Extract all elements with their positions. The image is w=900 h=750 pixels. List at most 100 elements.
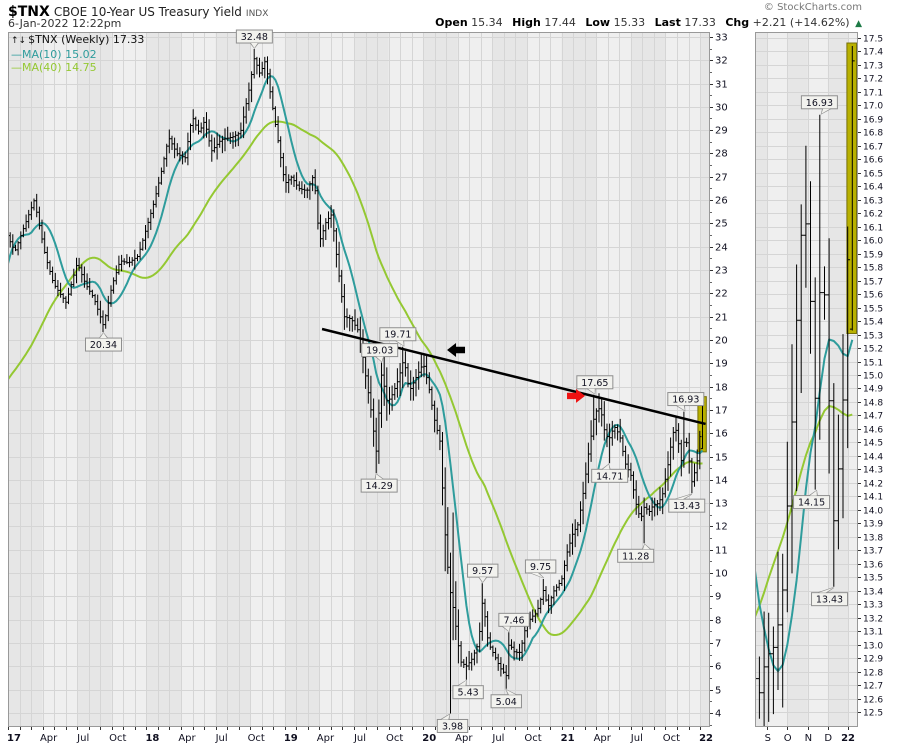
annotation-label: 20.34 <box>85 332 123 352</box>
svg-text:Jul: Jul <box>76 733 89 744</box>
last-value: 17.33 <box>684 16 716 29</box>
svg-text:14.4: 14.4 <box>863 453 883 463</box>
svg-text:13.43: 13.43 <box>816 595 843 606</box>
svg-text:17.2: 17.2 <box>863 75 883 85</box>
svg-text:22: 22 <box>841 733 855 744</box>
svg-text:20: 20 <box>422 733 436 744</box>
svg-text:15.5: 15.5 <box>863 305 883 315</box>
svg-text:13.5: 13.5 <box>863 574 883 584</box>
svg-text:12.5: 12.5 <box>863 709 883 719</box>
svg-text:5.43: 5.43 <box>458 688 479 699</box>
low-label: Low <box>585 16 611 29</box>
annotation-label: 16.93 <box>667 392 705 412</box>
svg-text:Jul: Jul <box>215 733 228 744</box>
svg-text:21: 21 <box>561 733 575 744</box>
svg-text:20.34: 20.34 <box>90 340 117 351</box>
svg-text:13.4: 13.4 <box>863 588 883 598</box>
chart-legend: ↑↓ $TNX (Weekly) 17.33 —MA(10) 15.02 —MA(… <box>11 33 144 74</box>
svg-text:19: 19 <box>715 359 728 370</box>
svg-text:14.15: 14.15 <box>798 498 825 509</box>
svg-text:19: 19 <box>284 733 298 744</box>
svg-text:26: 26 <box>715 196 728 207</box>
chart-header: $TNX CBOE 10-Year US Treasury Yield INDX <box>8 1 268 20</box>
svg-text:13.2: 13.2 <box>863 615 883 625</box>
svg-text:14.8: 14.8 <box>863 399 883 409</box>
quote-summary: Open 15.34 High 17.44 Low 15.33 Last 17.… <box>429 16 862 29</box>
svg-text:Apr: Apr <box>317 733 335 744</box>
annotation-label: 5.04 <box>490 688 522 709</box>
y-axis: 12.5 12.6 12.7 12.8 12.9 13.0 13.1 13.2 13.3 13.4… <box>858 35 883 719</box>
inset-zoom-chart: 12.5 12.6 12.7 12.8 12.9 13.0 13.1 13.2 13.3 13.4… <box>755 32 883 744</box>
svg-text:17.1: 17.1 <box>863 89 883 99</box>
svg-text:13.9: 13.9 <box>863 520 883 530</box>
svg-text:Apr: Apr <box>455 733 473 744</box>
svg-text:14.7: 14.7 <box>863 412 883 422</box>
svg-text:17.3: 17.3 <box>863 62 883 72</box>
svg-text:Oct: Oct <box>524 733 541 744</box>
svg-text:16.9: 16.9 <box>863 116 883 126</box>
svg-text:3.98: 3.98 <box>442 721 463 732</box>
open-value: 15.34 <box>471 16 503 29</box>
price-bars <box>8 49 705 714</box>
svg-text:12.8: 12.8 <box>863 669 883 679</box>
svg-text:15.8: 15.8 <box>863 264 883 274</box>
red-right-arrow <box>567 388 586 403</box>
svg-text:Oct: Oct <box>248 733 265 744</box>
svg-text:12.6: 12.6 <box>863 696 883 706</box>
svg-text:13.43: 13.43 <box>673 501 700 512</box>
svg-text:14.29: 14.29 <box>366 481 393 492</box>
gridlines <box>8 32 710 727</box>
svg-text:5.04: 5.04 <box>496 697 517 708</box>
annotation-label: 17.65 <box>576 375 614 395</box>
svg-text:16.6: 16.6 <box>863 156 883 166</box>
svg-text:Apr: Apr <box>178 733 196 744</box>
svg-text:29: 29 <box>715 126 728 137</box>
last-label: Last <box>654 16 681 29</box>
svg-text:18: 18 <box>715 383 728 394</box>
svg-text:14.1: 14.1 <box>863 493 883 503</box>
copyright-note: © StockCharts.com <box>763 2 862 13</box>
svg-text:8: 8 <box>715 616 721 627</box>
svg-text:15.4: 15.4 <box>863 318 883 328</box>
svg-text:22: 22 <box>699 733 713 744</box>
up-triangle-icon: ▲ <box>855 19 862 29</box>
updown-arrows-icon: ↑↓ <box>11 36 27 46</box>
svg-text:12: 12 <box>715 522 728 533</box>
svg-text:14.9: 14.9 <box>863 385 883 395</box>
svg-text:17.4: 17.4 <box>863 48 883 58</box>
plot-border <box>8 32 710 727</box>
main-chart: 4 5 6 7 8 9 10 11 12 13 14 15 16 17 18 19 20 21 22 23 24 25 26… <box>7 29 728 744</box>
low-value: 15.33 <box>613 16 646 29</box>
svg-text:16.4: 16.4 <box>863 183 883 193</box>
svg-text:Oct: Oct <box>663 733 680 744</box>
plot-border <box>755 32 858 727</box>
annotation-label: 19.71 <box>379 327 417 347</box>
svg-text:16.8: 16.8 <box>863 129 883 139</box>
svg-text:14.5: 14.5 <box>863 439 883 449</box>
svg-text:7: 7 <box>715 639 721 650</box>
svg-text:19.71: 19.71 <box>384 330 411 341</box>
svg-text:14: 14 <box>715 476 728 487</box>
svg-text:15.2: 15.2 <box>863 345 883 355</box>
y-axis: 4 5 6 7 8 9 10 11 12 13 14 15 16 17 18 19 20 21 22 23 24 25 26… <box>710 33 728 726</box>
high-label: High <box>512 16 541 29</box>
svg-text:16.1: 16.1 <box>863 224 883 234</box>
svg-text:4: 4 <box>715 709 721 720</box>
svg-text:16.3: 16.3 <box>863 197 883 207</box>
svg-text:20: 20 <box>715 336 728 347</box>
svg-text:6: 6 <box>715 662 721 673</box>
annotation-label: 11.28 <box>617 543 655 563</box>
svg-text:27: 27 <box>715 173 728 184</box>
annotation-label: 3.98 <box>436 713 469 733</box>
svg-text:17: 17 <box>715 406 728 417</box>
annotation-label: 9.57 <box>467 563 499 583</box>
svg-text:16.5: 16.5 <box>863 170 883 180</box>
svg-text:Oct: Oct <box>109 733 126 744</box>
annotation-label: 7.46 <box>498 612 530 633</box>
svg-text:10: 10 <box>715 569 728 580</box>
svg-text:21: 21 <box>715 313 728 324</box>
legend-ma40-label: —MA(40) 14.75 <box>11 61 97 74</box>
svg-text:13.1: 13.1 <box>863 628 883 638</box>
svg-text:13.6: 13.6 <box>863 561 883 571</box>
